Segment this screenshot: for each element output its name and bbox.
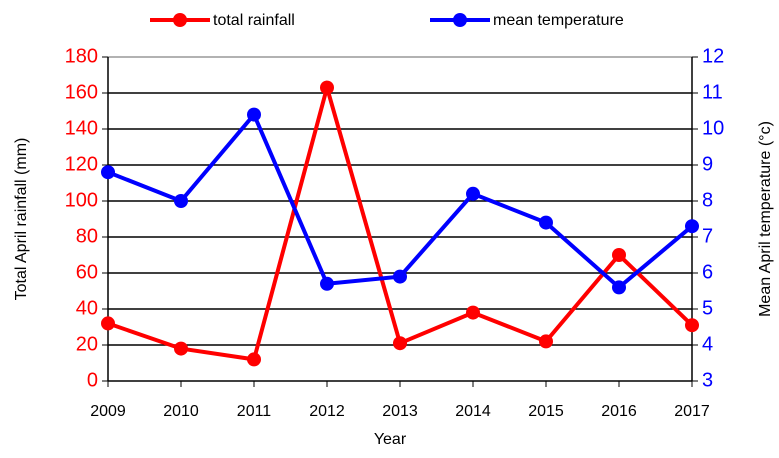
x-tick-label: 2009 — [90, 403, 126, 420]
y-tick-label: 160 — [65, 81, 98, 103]
y-tick-label: 140 — [65, 117, 98, 139]
x-tick-label: 2014 — [455, 403, 491, 420]
point — [101, 165, 115, 180]
point — [612, 248, 626, 262]
point — [466, 305, 480, 320]
legend-marker — [173, 13, 187, 27]
y2-tick-label: 8 — [702, 189, 713, 211]
point — [466, 186, 480, 201]
x-tick-label: 2010 — [163, 403, 199, 420]
y-axis-label: Total April rainfall (mm) — [13, 138, 30, 301]
y-tick-label: 180 — [65, 45, 98, 67]
point — [320, 80, 334, 95]
point — [539, 334, 553, 349]
y-tick-label: 40 — [76, 297, 98, 319]
point — [612, 280, 626, 295]
y2-tick-label: 4 — [702, 333, 713, 355]
y2-tick-label: 11 — [702, 81, 723, 103]
x-tick-label: 2013 — [382, 403, 418, 420]
y-tick-label: 100 — [65, 189, 98, 211]
point — [320, 276, 334, 291]
point — [174, 194, 188, 208]
point — [247, 107, 261, 122]
x-axis-label: Year — [374, 431, 407, 448]
x-tick-label: 2017 — [674, 403, 710, 420]
point — [101, 316, 115, 331]
x-tick-label: 2012 — [309, 403, 345, 420]
legend-label: mean temperature — [493, 12, 624, 29]
y-tick-label: 0 — [87, 369, 98, 391]
legend-marker — [453, 13, 467, 27]
y2-tick-label: 7 — [702, 225, 713, 247]
y2-tick-label: 9 — [702, 153, 713, 175]
point — [393, 336, 407, 351]
point — [393, 269, 407, 284]
y-tick-label: 80 — [76, 225, 98, 247]
x-tick-label: 2015 — [528, 403, 564, 420]
point — [685, 219, 699, 234]
legend-label: total rainfall — [213, 12, 295, 29]
y2-tick-label: 5 — [702, 297, 713, 319]
y2-tick-label: 10 — [702, 117, 724, 139]
x-tick-label: 2016 — [601, 403, 637, 420]
y-tick-label: 60 — [76, 261, 98, 283]
y-tick-label: 20 — [76, 333, 98, 355]
point — [174, 341, 188, 356]
point — [685, 318, 699, 333]
point — [247, 352, 261, 367]
y2-tick-label: 6 — [702, 261, 713, 283]
point — [539, 215, 553, 230]
y-tick-label: 120 — [65, 153, 98, 175]
y2-tick-label: 12 — [702, 45, 724, 67]
y2-tick-label: 3 — [702, 369, 713, 391]
y2-axis-label: Mean April temperature (°c) — [757, 121, 774, 317]
x-tick-label: 2011 — [237, 403, 272, 420]
